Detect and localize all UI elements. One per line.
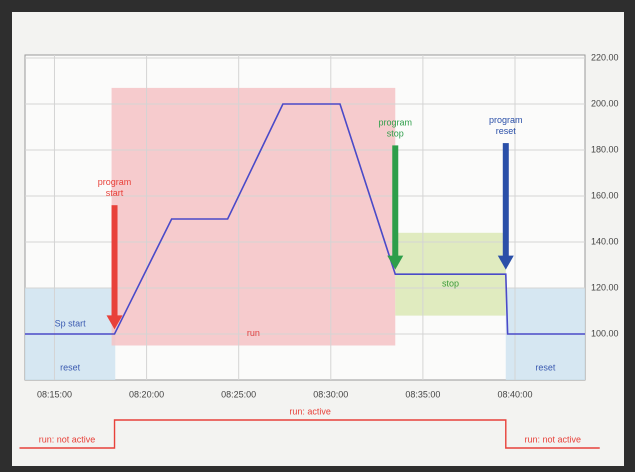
y-tick-label: 140.00 <box>591 236 619 246</box>
sp-label: Sp start <box>55 318 87 328</box>
region <box>111 87 396 346</box>
arrow-label: program reset <box>489 115 523 136</box>
status-label: run: active <box>289 406 331 416</box>
arrow-head <box>106 315 123 330</box>
x-tick-label: 08:35:00 <box>405 389 440 399</box>
x-tick-label: 08:20:00 <box>129 389 164 399</box>
region-label: stop <box>442 279 459 289</box>
arrow-head <box>387 255 404 270</box>
arrow-label: program stop <box>379 118 413 139</box>
y-tick-label: 120.00 <box>591 282 619 292</box>
y-tick-label: 160.00 <box>591 190 619 200</box>
x-tick-label: 08:30:00 <box>313 389 348 399</box>
y-tick-label: 220.00 <box>591 52 619 62</box>
status-label: run: not active <box>39 434 96 444</box>
x-tick-label: 08:40:00 <box>497 389 532 399</box>
arrow-label: program start <box>98 178 132 199</box>
x-tick-label: 08:15:00 <box>37 389 72 399</box>
arrow-head <box>497 255 514 270</box>
y-tick-label: 180.00 <box>591 144 619 154</box>
region-label: run <box>247 328 260 338</box>
arrow-shaft <box>392 145 399 258</box>
status-line <box>19 419 600 449</box>
data-line <box>25 103 585 335</box>
region-label: reset <box>60 362 81 372</box>
region-label: reset <box>535 362 556 372</box>
y-tick-label: 100.00 <box>591 328 619 338</box>
x-tick-label: 08:25:00 <box>221 389 256 399</box>
status-label: run: not active <box>524 434 581 444</box>
arrow-shaft <box>502 143 509 258</box>
arrow-shaft <box>111 205 118 318</box>
y-tick-label: 200.00 <box>591 98 619 108</box>
